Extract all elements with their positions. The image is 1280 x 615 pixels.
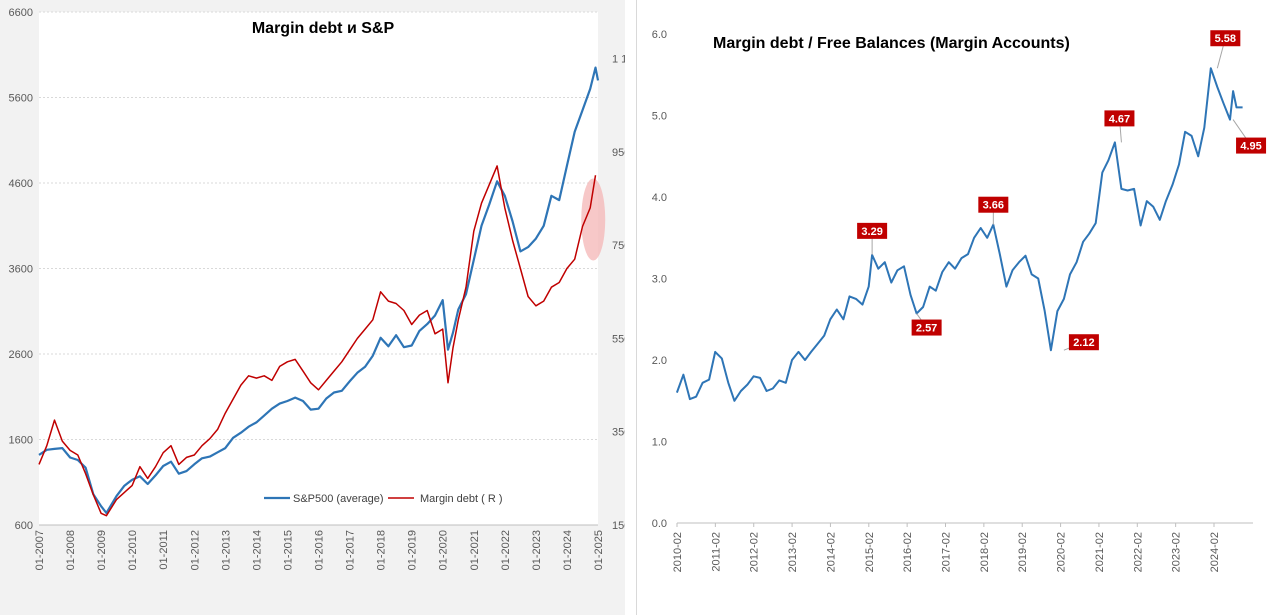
y-right-tick-label: 750: [612, 240, 625, 252]
annotation-box: [911, 319, 942, 336]
x-tick-label: 2010-02: [672, 532, 684, 572]
x-tick-label: 2020-02: [1056, 532, 1068, 572]
x-tick-label: 01-2025: [593, 530, 605, 570]
x-tick-label: 01-2014: [251, 530, 263, 570]
left-chart-panel: 600 1600 2600 3600 4600 5600 6600 150 350 550 750 9…: [0, 0, 625, 615]
x-tick-label: 2016-02: [902, 532, 914, 572]
x-tick-label: 2021-02: [1094, 532, 1106, 572]
annotation-label: 5.58: [1215, 33, 1236, 45]
y-tick-label: 1.0: [652, 437, 667, 449]
y-tick-label: 4.0: [652, 192, 667, 204]
chart-title: Margin debt и S&P: [252, 20, 395, 37]
annotation-box: [1104, 110, 1135, 127]
margin-debt-sp-chart: 600 1600 2600 3600 4600 5600 6600 150 350 550 750 9…: [9, 7, 625, 570]
y-tick-label: 2.0: [652, 355, 667, 367]
x-tick-label: 01-2017: [345, 530, 357, 570]
x-tick-label: 2011-02: [710, 532, 722, 572]
annotation-box: [978, 196, 1009, 213]
y-left-tick-label: 3600: [9, 264, 33, 276]
x-tick-label: 01-2021: [469, 530, 481, 570]
y-left-tick-label: 1600: [9, 435, 33, 447]
x-tick-label: 2024-02: [1209, 532, 1221, 572]
y-left-tick-label: 6600: [9, 7, 33, 19]
y-tick-label: 0.0: [652, 518, 667, 530]
annotation-label: 2.57: [916, 323, 937, 335]
x-tick-label: 01-2018: [376, 530, 388, 570]
annotation-label: 2.12: [1073, 337, 1094, 349]
annotation-label: 3.66: [983, 200, 1004, 212]
x-tick-label: 01-2012: [189, 530, 201, 570]
x-tick-label: 01-2016: [314, 530, 326, 570]
x-tick-label: 01-2015: [282, 530, 294, 570]
x-tick-label: 01-2008: [65, 530, 77, 570]
x-tick-label: 2023-02: [1171, 532, 1183, 572]
x-tick-label: 01-2024: [562, 530, 574, 570]
x-tick-label: 2013-02: [787, 532, 799, 572]
x-tick-label: 01-2009: [96, 530, 108, 570]
annotation-box: [1210, 30, 1241, 47]
y-left-tick-label: 2600: [9, 349, 33, 361]
annotation-label: 3.29: [861, 226, 882, 238]
chart-title: Margin debt / Free Balances (Margin Acco…: [713, 35, 1070, 52]
y-left-tick-label: 5600: [9, 93, 33, 105]
y-right-tick-label: 550: [612, 333, 625, 345]
annotation-box: [1236, 137, 1267, 154]
y-tick-label: 6.0: [652, 29, 667, 41]
x-tick-label: 2017-02: [941, 532, 953, 572]
right-chart-panel: 0.0 1.0 2.0 3.0 4.0 5.0 6.0 2010-02 2011-02 2012-…: [636, 0, 1280, 615]
annotation-box: [857, 222, 888, 239]
x-tick-label: 01-2019: [407, 530, 419, 570]
legend-label-margin-debt: Margin debt ( R ): [420, 493, 503, 505]
x-tick-label: 01-2011: [158, 530, 170, 570]
series-line-margin-debt: [38, 165, 597, 517]
x-tick-label: 2019-02: [1017, 532, 1029, 572]
x-tick-label: 01-2013: [220, 530, 232, 570]
plot-area: [39, 12, 598, 525]
x-tick-label: 2018-02: [979, 532, 991, 572]
y-right-tick-label: 150: [612, 520, 625, 532]
ratio-series-line: [675, 67, 1243, 402]
annotation-box: [1068, 334, 1099, 351]
y-left-tick-label: 600: [15, 520, 33, 532]
highlight-ellipse: [581, 178, 606, 261]
y-left-tick-label: 4600: [9, 178, 33, 190]
x-tick-label: 01-2007: [34, 530, 46, 570]
x-tick-label: 01-2023: [531, 530, 543, 570]
x-tick-label: 2022-02: [1132, 532, 1144, 572]
x-tick-label: 2014-02: [825, 532, 837, 572]
x-tick-label: 2012-02: [749, 532, 761, 572]
legend-label-sp500: S&P500 (average): [293, 493, 384, 505]
x-tick-label: 01-2022: [500, 530, 512, 570]
margin-debt-free-balances-chart: 0.0 1.0 2.0 3.0 4.0 5.0 6.0 2010-02 2011-02 2012-…: [652, 29, 1267, 572]
x-tick-label: 01-2020: [438, 530, 450, 570]
annotation-label: 4.67: [1109, 113, 1130, 125]
y-right-tick-label: 350: [612, 427, 625, 439]
y-tick-label: 3.0: [652, 274, 667, 286]
y-right-tick-label: 1 150: [612, 54, 625, 66]
y-right-tick-label: 950: [612, 147, 625, 159]
y-tick-label: 5.0: [652, 111, 667, 123]
x-tick-label: 2015-02: [864, 532, 876, 572]
x-tick-label: 01-2010: [127, 530, 139, 570]
annotation-label: 4.95: [1240, 141, 1261, 153]
